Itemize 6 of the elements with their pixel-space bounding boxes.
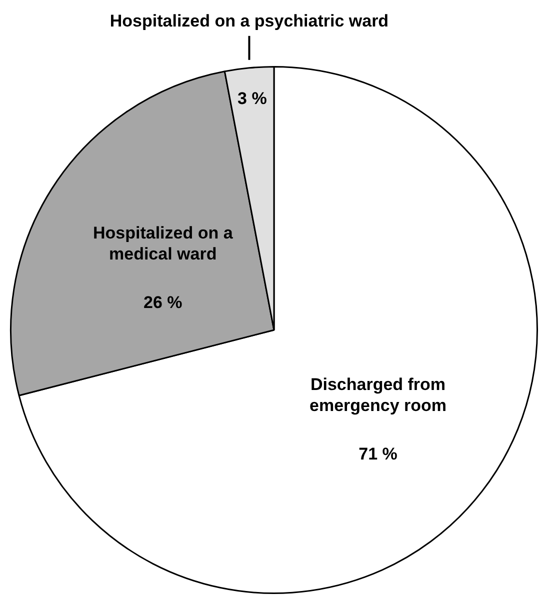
data-label: 26 % bbox=[143, 293, 182, 312]
slice-label: Hospitalized on a psychiatric ward bbox=[110, 12, 389, 31]
slice-label: Hospitalized on a medical ward bbox=[92, 224, 234, 264]
data-label: 3 % bbox=[238, 89, 267, 108]
slice-label: Discharged from emergency room bbox=[310, 374, 447, 415]
data-label: 71 % bbox=[358, 444, 398, 464]
